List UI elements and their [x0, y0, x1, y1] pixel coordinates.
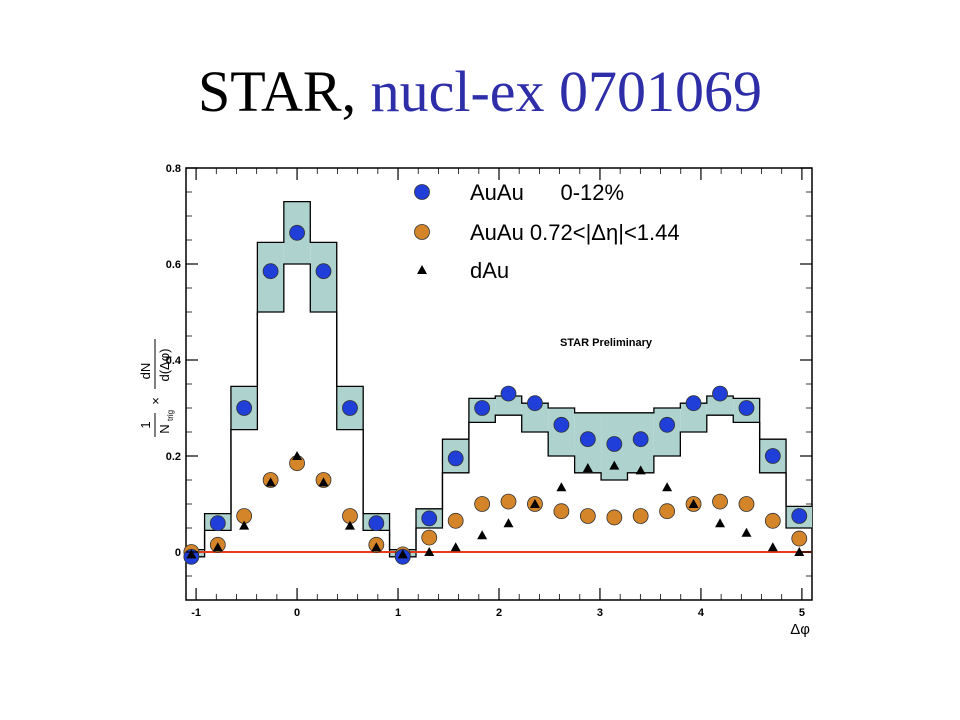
series-0-point-11: [474, 400, 491, 416]
x-tick-label-0: -1: [191, 607, 201, 619]
series-2-point-16: [609, 460, 620, 470]
series-2-point-0: [186, 549, 197, 559]
series-2-point-21: [741, 527, 752, 537]
y-tick-label-4: 0.8: [166, 163, 181, 175]
series-2-point-7: [371, 542, 382, 552]
series-1-point-21: [738, 496, 755, 512]
x-tick-label-3: 2: [496, 607, 502, 619]
series-1-point-16: [606, 509, 623, 526]
title-prefix: STAR,: [197, 59, 371, 124]
series-0-point-3: [262, 263, 279, 280]
preliminary-annotation: STAR Preliminary: [560, 337, 653, 349]
y-label-dphi: d(Δφ): [157, 348, 172, 381]
legend-label-1: AuAu 0.72<|Δη|<1.44: [470, 220, 680, 245]
series-2-point-14: [556, 482, 567, 492]
series-1-point-17: [632, 508, 649, 524]
band-lower-edge: [186, 263, 812, 558]
series-0-point-4: [289, 224, 305, 241]
series-2-point-9: [424, 547, 435, 556]
series-0-point-6: [342, 400, 358, 416]
series-1-point-20: [712, 493, 728, 510]
x-tick-label-1: 0: [294, 607, 300, 619]
series-1-point-10: [447, 512, 464, 529]
series-1-point-11: [474, 496, 491, 512]
series-0-point-9: [421, 510, 438, 527]
series-2-point-2: [239, 520, 250, 530]
legend-marker-2: [417, 265, 427, 274]
band-upper-edge: [186, 200, 812, 551]
y-label-times: ×: [148, 397, 163, 405]
series-2-point-20: [715, 518, 726, 528]
x-tick-label-2: 1: [395, 607, 401, 619]
series-1-point-14: [553, 503, 570, 520]
series-2-point-12: [503, 518, 514, 528]
series-2-point-18: [662, 482, 673, 492]
y-tick-label-2: 0.4: [166, 355, 182, 367]
y-tick-label-0: 0: [175, 547, 181, 559]
series-0-point-15: [579, 431, 596, 448]
series-1-point-23: [791, 530, 808, 547]
title-reference: nucl-ex 0701069: [370, 59, 763, 124]
series-2-point-1: [212, 542, 223, 552]
series-2-point-6: [344, 520, 355, 530]
series-0-point-1: [209, 515, 226, 532]
legend-marker-0: [414, 184, 430, 200]
series-0-point-17: [632, 431, 649, 448]
series-0-point-16: [606, 436, 623, 452]
x-tick-label-4: 3: [597, 607, 603, 619]
y-tick-label-1: 0.2: [166, 451, 181, 463]
series-0-point-2: [236, 400, 253, 416]
series-0-point-14: [553, 416, 570, 433]
series-0-point-18: [659, 416, 676, 433]
legend-label-0: AuAu 0-12%: [470, 180, 624, 205]
series-1-point-12: [500, 493, 517, 510]
series-0-point-20: [712, 385, 728, 402]
band-bin-20: [706, 396, 734, 416]
series-2-point-23: [794, 547, 805, 556]
series-0-point-13: [527, 395, 543, 412]
series-2-point-19: [688, 499, 699, 508]
series-2-point-3: [265, 477, 276, 487]
y-label-ntrig-sub: trig: [166, 410, 175, 421]
slide-title: STAR, nucl-ex 0701069: [0, 58, 960, 125]
y-label-ntrig: N: [157, 424, 172, 433]
band-bin-12: [495, 396, 522, 416]
series-2-point-22: [767, 542, 778, 552]
series-2-point-4: [292, 451, 303, 460]
series-2-point-11: [477, 530, 488, 540]
y-axis-label: 1 N trig × dN d(Δφ): [138, 339, 175, 437]
series-0-point-21: [738, 400, 755, 416]
series-1-point-18: [659, 503, 676, 520]
legend-marker-1: [414, 224, 430, 240]
series-0-point-12: [500, 385, 517, 402]
series-0-point-19: [685, 395, 702, 412]
series-0-point-10: [447, 450, 464, 467]
y-tick-label-3: 0.6: [166, 259, 181, 271]
series-2-point-15: [582, 463, 593, 472]
series-2-point-5: [318, 477, 329, 487]
x-axis-label: Δφ: [790, 621, 810, 638]
series-2-point-13: [529, 499, 540, 508]
series-2-point-10: [450, 542, 461, 552]
y-label-one: 1: [138, 421, 153, 428]
series-0-point-22: [764, 448, 781, 464]
legend: AuAu 0-12% AuAu 0.72<|Δη|<1.44 dAu: [414, 180, 680, 283]
series-0-point-5: [315, 263, 332, 280]
x-tick-label-6: 5: [799, 607, 805, 619]
y-label-dn: dN: [138, 363, 153, 380]
series-0-point-7: [368, 515, 385, 532]
legend-label-2: dAu: [470, 258, 509, 283]
series-1-point-22: [764, 512, 781, 529]
series-1-point-15: [579, 508, 596, 524]
series-1-point-9: [421, 529, 438, 546]
x-tick-label-5: 4: [698, 607, 705, 619]
series-2-point-8: [397, 549, 408, 559]
series-2-point-17: [635, 465, 646, 475]
series-0-point-23: [791, 508, 808, 524]
